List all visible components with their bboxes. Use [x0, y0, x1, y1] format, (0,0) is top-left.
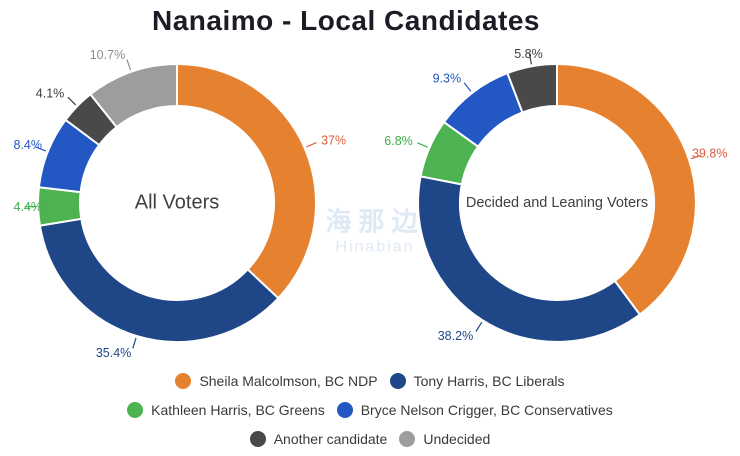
legend-item-ndp[interactable]: Sheila Malcolmson, BC NDP — [175, 373, 378, 389]
legend-swatch-liberal-icon — [389, 373, 406, 389]
legend-swatch-undecided-icon — [399, 431, 416, 447]
donut-center-label: All Voters — [134, 191, 220, 214]
slice-leader-line — [35, 146, 47, 152]
legend-label: Undecided — [423, 431, 491, 447]
legend: Sheila Malcolmson, BC NDP Tony Harris, B… — [0, 373, 740, 447]
legend-swatch-ndp-icon — [175, 373, 192, 389]
slice-percent-label: 8.4% — [14, 138, 43, 152]
legend-row: Kathleen Harris, BC Greens Bryce Nelson … — [0, 402, 740, 418]
chart-title: Nanaimo - Local Candidates — [152, 5, 540, 36]
charts-row: 37% 35.4% 4.4% 8.4% 4.1% 10.7% All Voters 39.… — [0, 40, 740, 370]
legend-row: Another candidate Undecided — [0, 431, 740, 447]
legend-item-green[interactable]: Kathleen Harris, BC Greens — [127, 402, 325, 418]
legend-label: Tony Harris, BC Liberals — [413, 373, 565, 389]
donut-center-label: Decided and Leaning Voters — [465, 195, 649, 211]
slice-percent-label: 4.4% — [14, 200, 43, 214]
donut-slice-ndp[interactable] — [556, 62, 697, 317]
slice-percent-label: 9.3% — [433, 72, 462, 86]
legend-label: Kathleen Harris, BC Greens — [151, 402, 325, 418]
donut-slice-another[interactable] — [506, 62, 558, 114]
slice-leader-line — [690, 154, 702, 160]
slice-percent-label: 4.1% — [36, 87, 65, 101]
slice-percent-label: 6.8% — [384, 134, 413, 148]
slice-percent-label: 35.4% — [96, 346, 131, 360]
slice-leader-line — [528, 53, 532, 65]
legend-swatch-green-icon — [127, 402, 144, 418]
legend-item-another[interactable]: Another candidate — [249, 431, 388, 447]
legend-swatch-another-icon — [249, 431, 266, 447]
legend-swatch-conservative-icon — [336, 402, 353, 418]
donut-svg-decided-voters: 39.8% 38.2% 6.8% 9.3% 5.8% — [384, 47, 727, 343]
donut-slice-ndp[interactable] — [176, 62, 317, 300]
slice-leader-line — [67, 96, 77, 106]
legend-label: Sheila Malcolmson, BC NDP — [199, 373, 378, 389]
slice-leader-line — [475, 321, 483, 332]
slice-percent-label: 38.2% — [438, 329, 473, 343]
donut-slice-liberal[interactable] — [38, 217, 280, 343]
donut-chart-all-voters: 37% 35.4% 4.4% 8.4% 4.1% 10.7% All Voters — [0, 40, 370, 370]
slice-leader-line — [463, 82, 472, 92]
slice-leader-line — [126, 59, 132, 71]
legend-item-undecided[interactable]: Undecided — [399, 431, 490, 447]
slice-percent-label: 5.8% — [514, 47, 543, 61]
donut-slice-liberal[interactable] — [417, 175, 642, 343]
legend-item-conservative[interactable]: Bryce Nelson Crigger, BC Conservatives — [336, 402, 613, 418]
donut-slice-undecided[interactable] — [88, 62, 178, 129]
slice-leader-line — [417, 142, 428, 148]
slice-percent-label: 39.8% — [692, 147, 727, 161]
donut-chart-decided-voters: 39.8% 38.2% 6.8% 9.3% 5.8% Decided and Leani… — [370, 40, 740, 370]
slice-leader-line — [132, 337, 137, 349]
slice-percent-label: 10.7% — [90, 48, 125, 62]
legend-label: Another candidate — [273, 431, 388, 447]
donut-slice-green[interactable] — [37, 186, 83, 227]
legend-row: Sheila Malcolmson, BC NDP Tony Harris, B… — [0, 373, 740, 389]
slice-percent-label: 37% — [321, 134, 346, 148]
slice-leader-line — [306, 142, 317, 148]
legend-label: Bryce Nelson Crigger, BC Conservatives — [360, 402, 613, 418]
legend-item-liberal[interactable]: Tony Harris, BC Liberals — [389, 373, 565, 389]
donut-svg-all-voters: 37% 35.4% 4.4% 8.4% 4.1% 10.7% — [14, 48, 347, 360]
